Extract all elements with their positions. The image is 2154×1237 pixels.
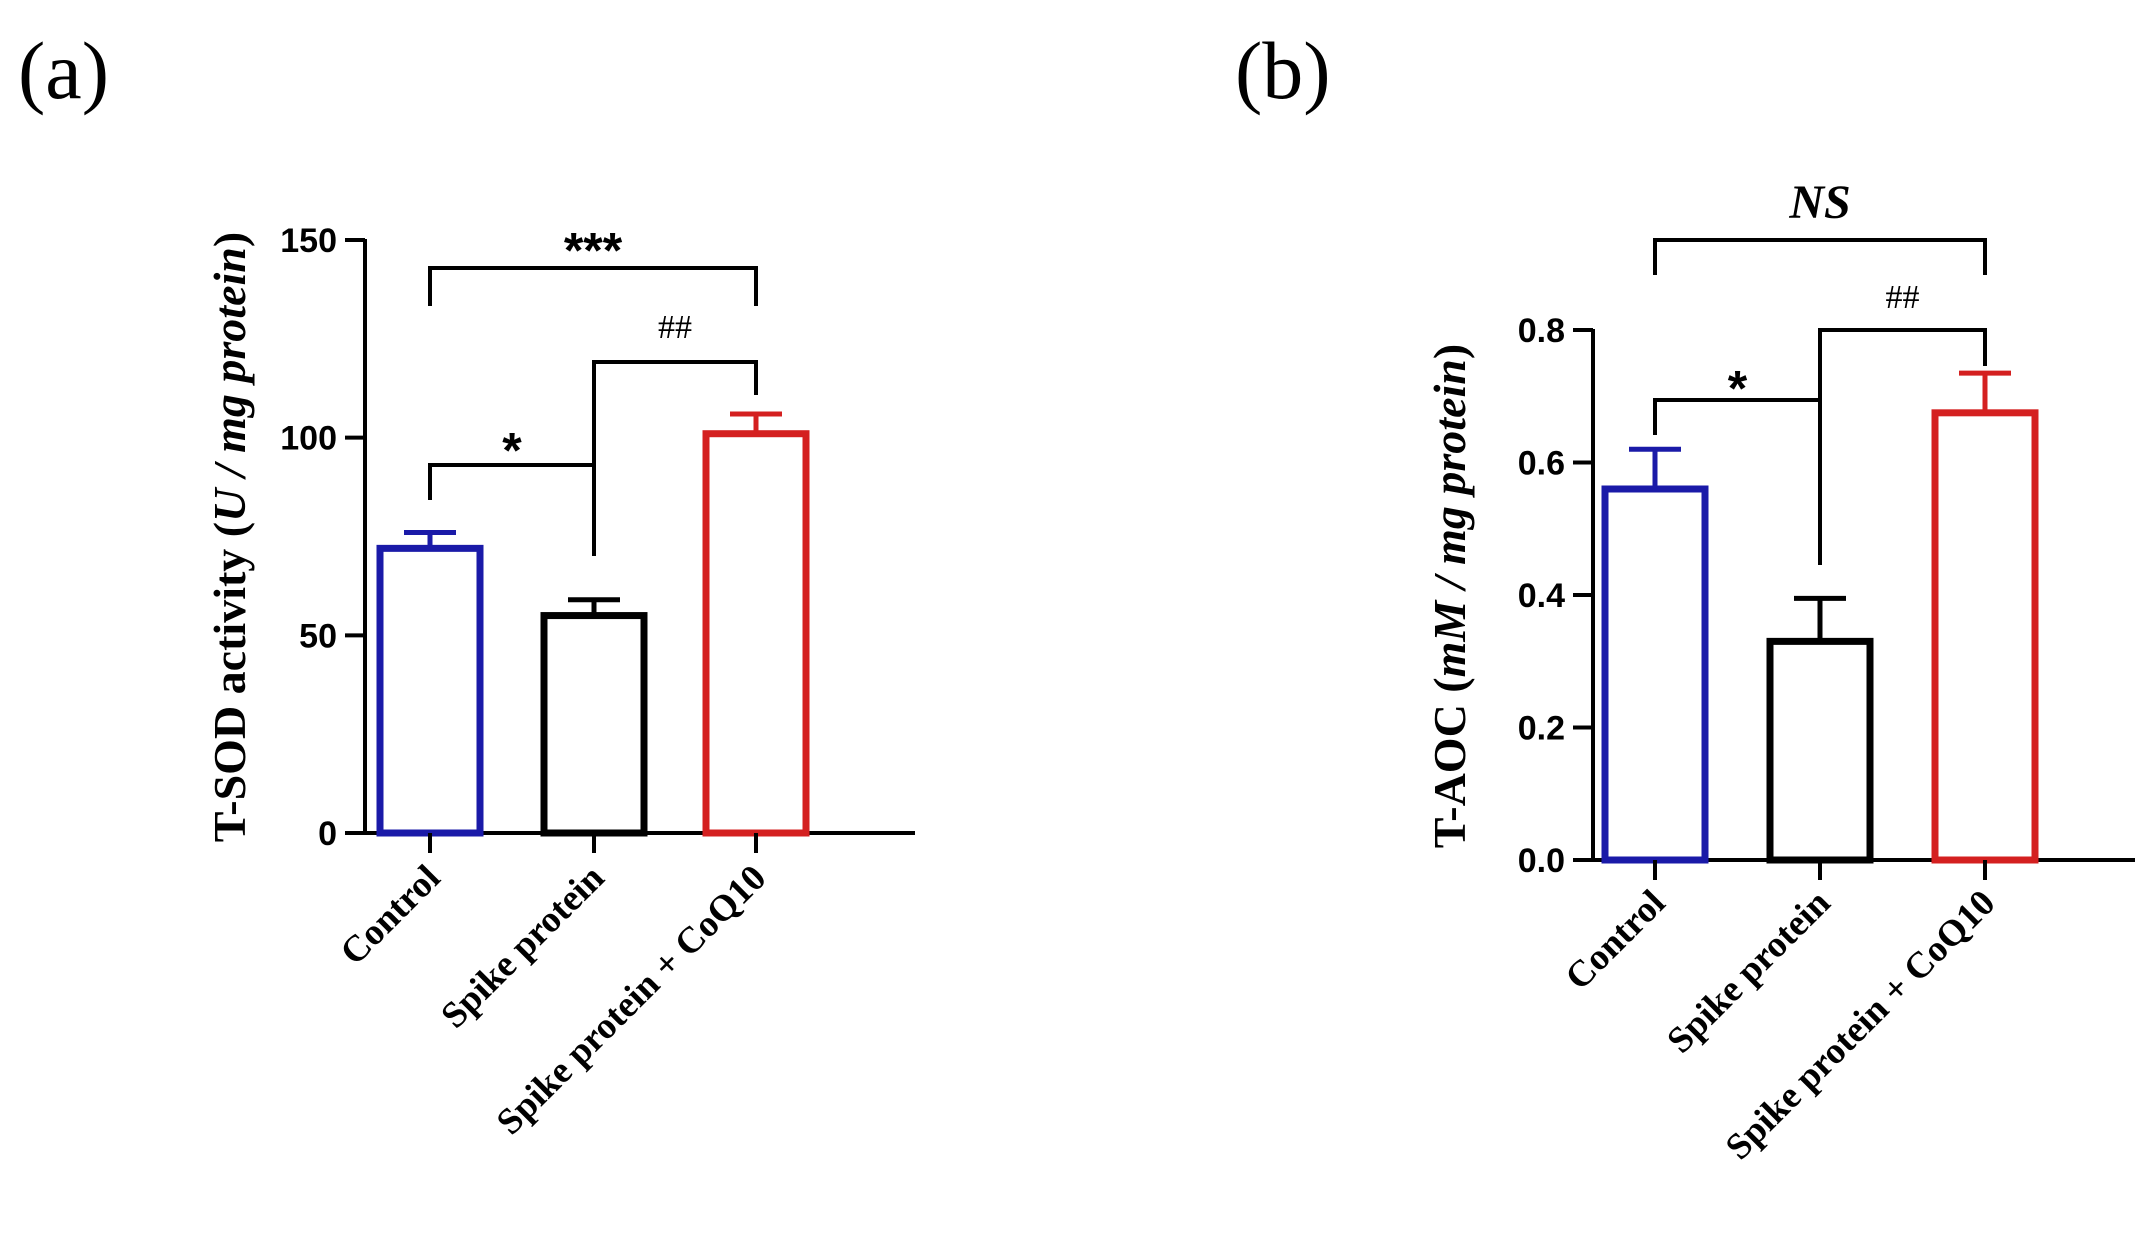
bar-2 [1931,409,2039,864]
y-axis-title-prefix: T-SOD activity ( [204,522,255,842]
y-tick-label: 0.6 [1518,445,1565,483]
bar-0 [1601,485,1709,864]
significance-bracket [428,266,758,306]
y-axis-title-units: U / mg protein [204,247,255,522]
category-label: Control [1558,882,1674,998]
y-axis-title-suffix: ) [1424,344,1475,359]
category-label: Control [333,857,449,973]
significance-bracket [1818,328,1987,565]
category-label: Spike protein + CoQ10 [489,857,774,1142]
y-tick-label: 100 [280,420,337,458]
significance-label: ## [658,309,692,346]
y-tick-label: 150 [280,222,337,260]
y-axis-title-units: mM / mg protein [1424,359,1475,677]
y-tick-label: 50 [299,617,337,655]
category-label: Spike protein [1659,882,1838,1061]
significance-label: *** [564,223,623,279]
y-tick-label: 0.8 [1518,312,1565,350]
y-tick-label: 0.0 [1518,842,1565,880]
bar-1 [540,612,648,837]
significance-label: * [1728,361,1748,417]
category-label: Spike protein + CoQ10 [1718,882,2003,1167]
y-tick-label: 0 [318,815,337,853]
bar-1 [1766,637,1874,864]
y-axis-title-prefix: T-AOC ( [1424,677,1475,848]
panel-label: (b) [1235,25,1331,116]
significance-label: NS [1788,176,1850,229]
significance-bracket [1653,238,1987,275]
significance-bracket [592,360,758,556]
y-axis-title: T-AOC (mM / mg protein) [1424,344,1475,848]
y-tick-label: 0.4 [1518,577,1565,615]
y-axis-title: T-SOD activity (U / mg protein) [204,232,255,842]
y-axis-title-suffix: ) [204,232,255,247]
significance-label: * [502,423,522,479]
significance-label: ## [1886,279,1920,316]
category-label: Spike protein [433,857,612,1036]
y-tick-label: 0.2 [1518,710,1565,748]
bar-0 [376,544,484,837]
panel-label: (a) [18,25,109,116]
bar-2 [702,430,810,837]
panel-a-chart: (a) 0 50 100 150 T-SOD activity (U / mg prote… [18,25,915,1143]
panel-b-chart: (b) 0.0 0.2 0.4 0.6 0.8 T-AOC (mM / mg protein… [1235,25,2135,1168]
